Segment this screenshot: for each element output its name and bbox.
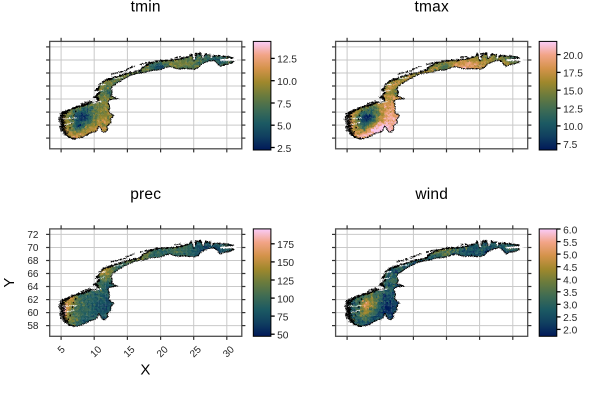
svg-text:5.0: 5.0 bbox=[277, 122, 291, 133]
svg-text:175: 175 bbox=[277, 240, 294, 251]
svg-text:66: 66 bbox=[27, 269, 39, 280]
svg-text:3.5: 3.5 bbox=[563, 288, 577, 299]
svg-text:72: 72 bbox=[27, 230, 39, 241]
svg-text:4.5: 4.5 bbox=[563, 263, 577, 274]
svg-text:60: 60 bbox=[27, 308, 39, 319]
svg-text:50: 50 bbox=[277, 331, 289, 342]
svg-text:17.5: 17.5 bbox=[563, 69, 583, 80]
svg-text:10.0: 10.0 bbox=[277, 77, 297, 88]
svg-text:15.0: 15.0 bbox=[563, 87, 583, 98]
svg-text:7.5: 7.5 bbox=[277, 99, 291, 110]
svg-text:62: 62 bbox=[27, 295, 39, 306]
svg-text:12.5: 12.5 bbox=[563, 104, 583, 115]
svg-text:2.5: 2.5 bbox=[277, 144, 291, 155]
svg-text:100: 100 bbox=[277, 294, 294, 305]
svg-text:10.0: 10.0 bbox=[563, 122, 583, 133]
svg-text:5.5: 5.5 bbox=[563, 238, 577, 249]
svg-text:75: 75 bbox=[277, 312, 289, 323]
svg-text:12.5: 12.5 bbox=[277, 55, 297, 66]
svg-text:4.0: 4.0 bbox=[563, 276, 577, 287]
svg-text:2.5: 2.5 bbox=[563, 313, 577, 324]
svg-text:20.0: 20.0 bbox=[563, 51, 583, 62]
svg-text:150: 150 bbox=[277, 258, 294, 269]
svg-text:tmin: tmin bbox=[131, 0, 161, 16]
svg-text:3.0: 3.0 bbox=[563, 301, 577, 312]
svg-text:wind: wind bbox=[414, 186, 448, 203]
svg-text:6.0: 6.0 bbox=[563, 225, 577, 236]
svg-text:70: 70 bbox=[27, 243, 39, 254]
svg-text:64: 64 bbox=[27, 282, 39, 293]
svg-text:prec: prec bbox=[130, 186, 161, 203]
svg-text:tmax: tmax bbox=[415, 0, 449, 16]
svg-text:2.0: 2.0 bbox=[563, 326, 577, 337]
svg-text:X: X bbox=[140, 362, 150, 379]
svg-text:68: 68 bbox=[27, 256, 39, 267]
svg-text:7.5: 7.5 bbox=[563, 140, 577, 151]
svg-text:Y: Y bbox=[1, 278, 18, 288]
svg-text:5.0: 5.0 bbox=[563, 250, 577, 261]
svg-text:125: 125 bbox=[277, 276, 294, 287]
svg-text:58: 58 bbox=[27, 321, 39, 332]
